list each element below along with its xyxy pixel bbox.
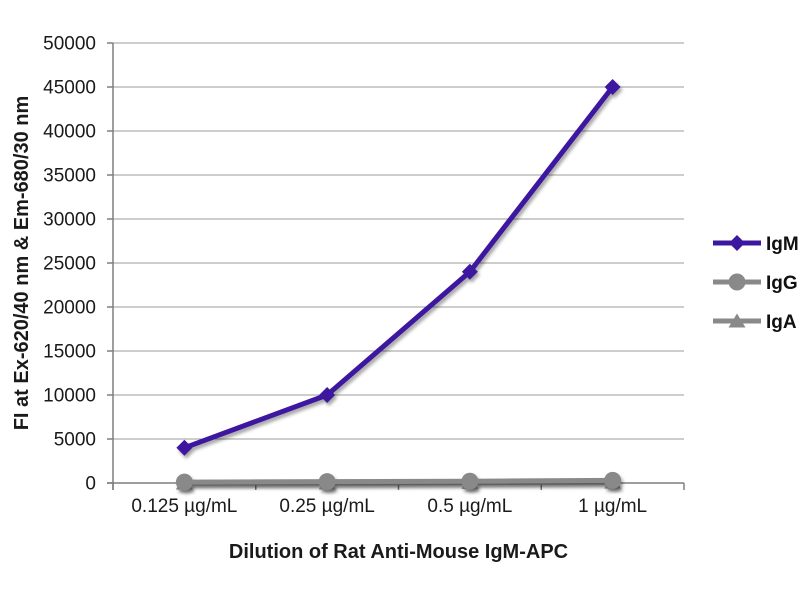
y-tick-label: 20000 xyxy=(43,298,96,319)
circle-marker xyxy=(318,473,336,491)
series-igg xyxy=(175,471,622,491)
diamond-marker xyxy=(461,263,478,280)
legend-label: IgG xyxy=(766,273,798,294)
y-tick-label: 15000 xyxy=(43,342,96,363)
series-line-igm xyxy=(183,85,615,451)
x-tick-label: 1 µg/mL xyxy=(578,496,647,517)
legend-label: IgA xyxy=(766,312,797,333)
y-axis-title: FI at Ex-620/40 nm & Em-680/30 nm xyxy=(11,95,33,431)
y-tick-label: 50000 xyxy=(43,34,96,55)
y-tick-label: 10000 xyxy=(43,386,96,407)
diamond-marker xyxy=(319,387,336,403)
legend-item-igm: IgM xyxy=(713,234,799,255)
circle-marker xyxy=(604,471,622,489)
circle-marker xyxy=(175,473,193,491)
series-line-igg xyxy=(184,477,613,485)
y-tick-label: 35000 xyxy=(43,166,96,187)
y-tick-label: 30000 xyxy=(43,210,96,231)
y-tick-label: 5000 xyxy=(54,430,96,451)
y-tick-label: 25000 xyxy=(43,254,96,275)
legend-triangle-icon xyxy=(728,313,746,328)
circle-marker xyxy=(461,472,479,490)
legend-item-iga: IgA xyxy=(713,312,797,333)
x-tick-label: 0.25 µg/mL xyxy=(279,496,374,517)
legend-diamond-icon xyxy=(729,235,745,251)
x-axis-title: Dilution of Rat Anti-Mouse IgM-APC xyxy=(228,541,569,563)
x-tick-label: 0.5 µg/mL xyxy=(427,496,512,517)
y-tick-label: 45000 xyxy=(43,78,96,99)
legend-circle-icon xyxy=(728,273,746,291)
diamond-marker xyxy=(604,79,621,95)
y-tick-label: 0 xyxy=(85,474,96,495)
legend-label: IgM xyxy=(766,234,799,255)
legend-item-igg: IgG xyxy=(713,273,798,294)
series-igm xyxy=(176,79,621,456)
y-tick-label: 40000 xyxy=(43,122,96,143)
x-tick-label: 0.125 µg/mL xyxy=(131,496,237,517)
diamond-marker xyxy=(176,439,193,456)
